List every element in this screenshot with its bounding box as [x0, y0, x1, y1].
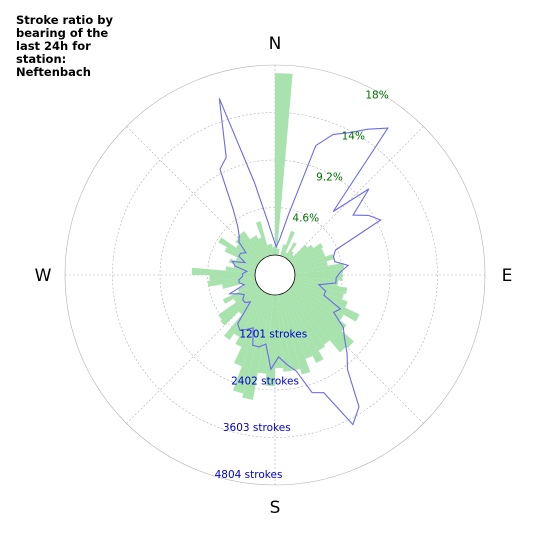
stroke-count-bar: [257, 294, 274, 374]
stroke-count-bar: [266, 244, 272, 256]
stroke-count-bar: [235, 238, 261, 263]
stroke-count-bar: [222, 278, 256, 289]
stroke-count-bar: [286, 290, 330, 345]
stroke-count-bar: [272, 247, 275, 256]
stroke-count-bar: [291, 243, 324, 265]
stroke-count-bar: [233, 293, 269, 367]
stroke-count-bar: [292, 248, 324, 267]
chart-title: Stroke ratio by bearing of the last 24h …: [16, 13, 113, 79]
stroke-count-bar: [255, 221, 270, 257]
grid-spoke: [288, 126, 424, 262]
stroke-count-bar: [240, 231, 264, 260]
stroke-count-bar: [286, 251, 294, 260]
stroke-count-bar: [275, 294, 284, 369]
stroke-count-bar: [209, 275, 256, 281]
stroke-count-bar: [235, 257, 257, 269]
stroke-count-bar: [276, 294, 292, 372]
stroke-count-bar: [283, 252, 288, 258]
stroke-count-bar: [233, 264, 256, 272]
direction-label-e: E: [502, 266, 513, 286]
stroke-count-bar: [289, 244, 308, 263]
stroke-count-bar: [224, 290, 264, 340]
stroke-count-bar: [276, 248, 280, 256]
ratio-tick-label: 4.6%: [292, 213, 319, 225]
stroke-count-bar: [293, 280, 344, 300]
stroke-count-bar: [292, 283, 360, 322]
stroke-count-bar: [242, 280, 257, 287]
stroke-count-bar: [281, 293, 313, 359]
ratio-tick-label: 14%: [342, 130, 365, 142]
center-hole: [254, 254, 296, 296]
stroke-count-bar: [265, 294, 275, 386]
stroke-count-bar: [253, 235, 267, 258]
stroke-count-bar: [269, 244, 274, 256]
stroke-count-bar: [289, 287, 354, 348]
stroke-count-bar: [278, 294, 301, 371]
stroke-ratio-series: [218, 98, 389, 426]
stroke-count-bar: [293, 281, 348, 308]
direction-labels: N E S W: [35, 34, 513, 518]
ratio-tick-label: 18%: [365, 89, 388, 101]
stroke-count-bar: [224, 247, 258, 267]
stroke-count-bars: [191, 73, 360, 400]
stroke-count-bar: [283, 292, 324, 364]
stroke-count-bar: [207, 276, 256, 287]
stroke-count-bar: [237, 281, 257, 292]
stroke-count-bar: [191, 267, 256, 275]
stroke-count-bar: [233, 285, 259, 303]
stroke-count-bar: [235, 292, 267, 347]
stroke-count-bar: [258, 237, 269, 257]
stroke-count-bar: [293, 253, 335, 270]
direction-label-n: N: [269, 34, 282, 54]
stroke-count-bar: [280, 244, 286, 257]
ratio-tick-label: 9.2%: [316, 172, 343, 184]
count-tick-labels: 1201 strokes 2402 strokes 3603 strokes 4804…: [215, 328, 308, 480]
stroke-count-bar: [293, 252, 326, 269]
stroke-ratio-line: [218, 98, 389, 426]
stroke-count-bar: [225, 266, 256, 274]
direction-label-s: S: [270, 498, 281, 518]
stroke-count-bar: [218, 237, 259, 265]
stroke-count-bar: [290, 286, 347, 332]
count-tick-label: 4804 strokes: [215, 469, 283, 481]
direction-label-w: W: [35, 266, 52, 286]
count-tick-label: 2402 strokes: [231, 375, 299, 387]
stroke-count-bar: [287, 289, 347, 353]
stroke-count-bar: [291, 285, 344, 321]
stroke-count-bar: [294, 275, 343, 281]
stroke-count-bar: [290, 244, 314, 264]
stroke-count-bar: [275, 73, 293, 256]
stroke-count-bar: [294, 269, 343, 275]
count-tick-label: 3603 strokes: [223, 422, 291, 434]
stroke-count-bar: [294, 261, 328, 272]
stroke-count-bar: [281, 230, 295, 257]
stroke-count-bar: [242, 294, 272, 400]
stroke-count-bar: [235, 244, 260, 264]
stroke-count-bar: [232, 293, 270, 394]
stroke-count-bar: [294, 262, 345, 274]
stroke-count-bar: [285, 242, 297, 259]
stroke-count-bar: [218, 286, 260, 320]
stroke-count-bar: [285, 291, 326, 351]
stroke-count-bar: [280, 293, 311, 375]
stroke-count-bar: [234, 291, 265, 337]
stroke-count-bar: [249, 237, 265, 259]
stroke-count-bar: [287, 254, 294, 261]
ratio-tick-labels: 4.6% 9.2% 14% 18%: [292, 89, 388, 224]
stroke-count-bar: [237, 233, 263, 261]
stroke-count-bar: [220, 287, 261, 326]
count-tick-label: 1201 strokes: [239, 328, 307, 340]
